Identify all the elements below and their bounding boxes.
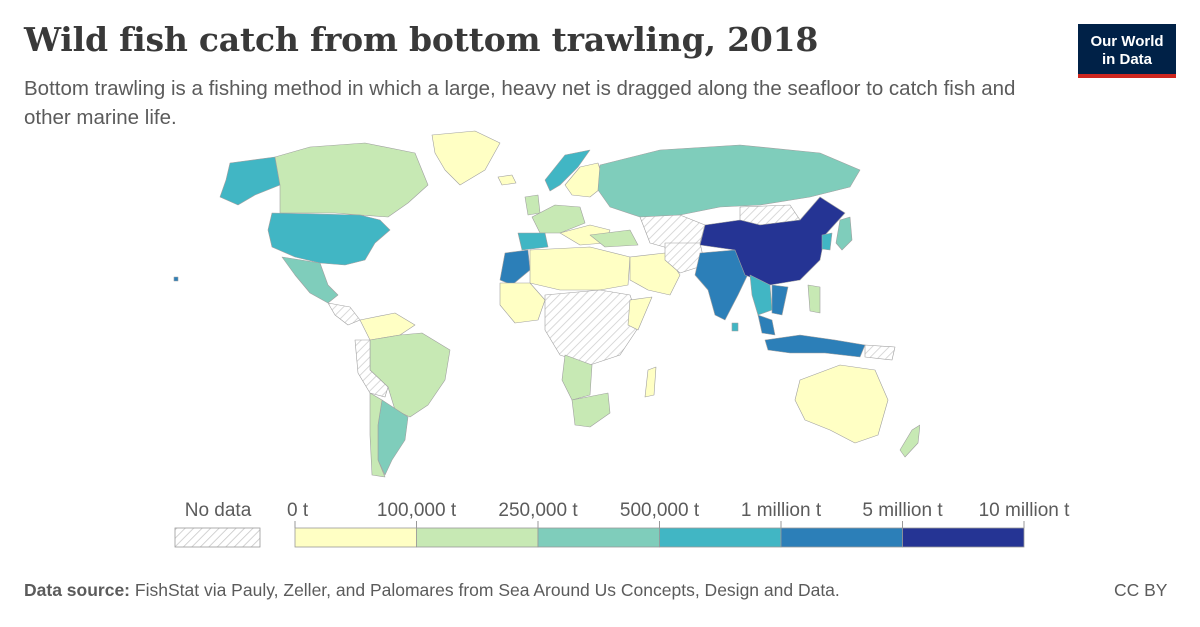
map-country-japan[interactable] bbox=[835, 216, 853, 251]
map-country-australia[interactable] bbox=[794, 364, 889, 444]
map-country-indonesia[interactable] bbox=[764, 334, 866, 358]
chart-title: Wild fish catch from bottom trawling, 20… bbox=[24, 20, 819, 59]
chart-subtitle: Bottom trawling is a fishing method in w… bbox=[24, 77, 1016, 129]
map-country-morocco[interactable] bbox=[499, 249, 531, 286]
map-country-malaysia[interactable] bbox=[757, 314, 776, 336]
map-country-chile[interactable] bbox=[369, 392, 386, 478]
map-country-uk[interactable] bbox=[524, 194, 541, 216]
map-country-south-africa[interactable] bbox=[571, 392, 611, 428]
legend-bin-label-2: 250,000 t bbox=[498, 500, 578, 521]
map-country-venezuela-colombia[interactable] bbox=[359, 312, 416, 341]
legend-bin-label-end: 10 million t bbox=[979, 500, 1071, 521]
legend-bin-2[interactable] bbox=[537, 527, 660, 548]
footer-source-text[interactable]: FishStat via Pauly, Zeller, and Palomare… bbox=[134, 580, 840, 600]
legend-bin-label-5: 5 million t bbox=[862, 500, 943, 521]
map-country-norway[interactable] bbox=[544, 149, 591, 192]
map-region-central-america[interactable] bbox=[327, 302, 361, 326]
map-country-mexico[interactable] bbox=[281, 256, 339, 304]
legend-bin-4[interactable] bbox=[780, 527, 903, 548]
legend-bin-0[interactable] bbox=[294, 527, 417, 548]
legend-bin-3[interactable] bbox=[659, 527, 782, 548]
map-country-usa[interactable] bbox=[267, 212, 391, 266]
map-country-hawaii[interactable] bbox=[173, 276, 179, 282]
map-country-peru-bolivia[interactable] bbox=[354, 339, 389, 398]
map-country-west-africa[interactable] bbox=[499, 282, 546, 324]
footer-source-label: Data source: bbox=[24, 580, 131, 600]
legend-bin-label-4: 1 million t bbox=[741, 500, 822, 521]
legend-bin-label-1: 100,000 t bbox=[377, 500, 457, 521]
map-country-philippines[interactable] bbox=[807, 284, 821, 314]
legend-bin-5[interactable] bbox=[902, 527, 1025, 548]
map-region-iran-afghanistan[interactable] bbox=[664, 242, 706, 274]
legend-bin-1[interactable] bbox=[416, 527, 539, 548]
map-country-sri-lanka[interactable] bbox=[731, 322, 739, 332]
footer-source: Data source: FishStat via Pauly, Zeller,… bbox=[24, 580, 840, 601]
world-map[interactable] bbox=[160, 125, 920, 485]
map-country-vietnam[interactable] bbox=[771, 284, 789, 316]
map-country-myanmar-thailand[interactable] bbox=[749, 274, 773, 316]
map-country-new-zealand[interactable] bbox=[899, 424, 920, 458]
map-country-madagascar[interactable] bbox=[644, 366, 657, 398]
map-country-north-africa[interactable] bbox=[529, 246, 631, 291]
map-country-spain-portugal[interactable] bbox=[517, 232, 549, 251]
map-country-somalia[interactable] bbox=[627, 296, 653, 331]
map-country-russia[interactable] bbox=[597, 144, 861, 218]
legend-bin-label-3: 500,000 t bbox=[620, 500, 700, 521]
legend-bin-label-0: 0 t bbox=[287, 500, 309, 521]
owid-logo[interactable]: Our World in Data bbox=[1078, 24, 1176, 78]
map-country-turkey-middle-east[interactable] bbox=[589, 229, 639, 248]
map-region-central-africa[interactable] bbox=[544, 289, 641, 366]
map-country-greenland[interactable] bbox=[431, 130, 501, 186]
map-country-alaska[interactable] bbox=[219, 156, 281, 206]
map-country-canada[interactable] bbox=[274, 142, 429, 218]
map-country-angola-namibia[interactable] bbox=[561, 354, 593, 401]
map-country-iceland[interactable] bbox=[497, 174, 517, 186]
map-country-png[interactable] bbox=[864, 344, 896, 361]
map-country-korea[interactable] bbox=[821, 232, 833, 251]
legend-no-data-swatch[interactable] bbox=[174, 527, 261, 548]
license-link[interactable]: CC BY bbox=[1114, 580, 1168, 600]
logo-line-1: Our World bbox=[1090, 33, 1164, 50]
logo-line-2: in Data bbox=[1101, 51, 1152, 68]
legend-no-data-label: No data bbox=[185, 500, 252, 521]
